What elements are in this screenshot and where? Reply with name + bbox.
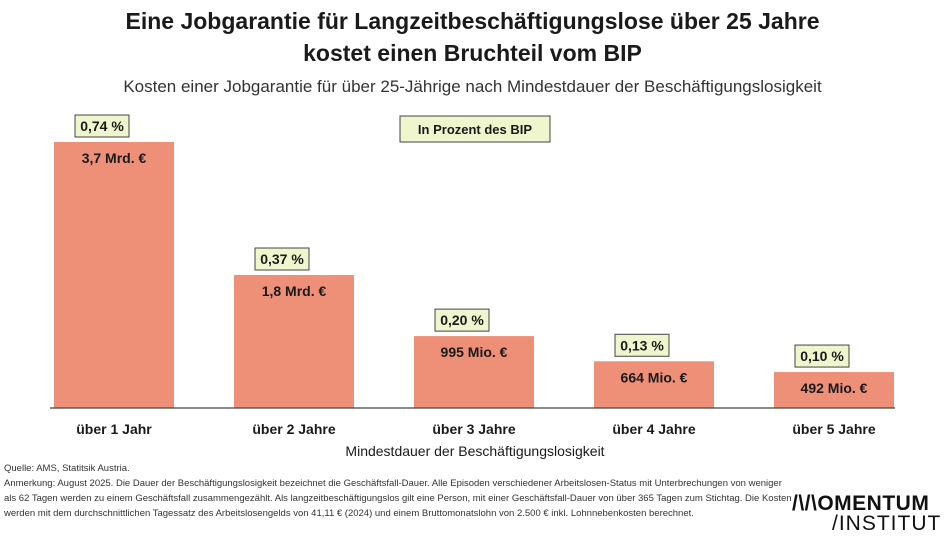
value-label: 0,74 % bbox=[80, 118, 124, 134]
bar bbox=[594, 361, 714, 408]
unit-badge-label: In Prozent des BIP bbox=[418, 122, 532, 137]
value-label-box bbox=[794, 344, 850, 368]
value-label-box bbox=[74, 114, 130, 138]
bar-cost-label: 995 Mio. € bbox=[441, 344, 508, 360]
bar bbox=[234, 275, 354, 408]
chart-title-line-1: Eine Jobgarantie für Langzeitbeschäftigu… bbox=[125, 8, 820, 34]
value-label-box bbox=[614, 333, 670, 357]
x-tick-label: über 4 Jahre bbox=[612, 421, 695, 437]
value-label: 0,10 % bbox=[800, 348, 844, 364]
chart-subtitle: Kosten einer Jobgarantie für über 25-Jäh… bbox=[123, 77, 822, 96]
bar-cost-label: 664 Mio. € bbox=[621, 369, 688, 385]
chart-title-line-2: kostet einen Bruchteil vom BIP bbox=[303, 40, 642, 66]
value-label-box bbox=[254, 247, 310, 271]
value-label: 0,13 % bbox=[620, 337, 664, 353]
unit-badge-box bbox=[399, 115, 551, 143]
logo-line-1: /\/\OMENTUM bbox=[792, 492, 930, 515]
bar bbox=[774, 372, 894, 408]
logo-line-2: /INSTITUT bbox=[832, 512, 942, 535]
bar bbox=[54, 142, 174, 408]
x-tick-label: über 2 Jahre bbox=[252, 421, 335, 437]
bar-cost-label: 3,7 Mrd. € bbox=[82, 150, 147, 166]
x-tick-label: über 3 Jahre bbox=[432, 421, 515, 437]
bar-cost-label: 492 Mio. € bbox=[801, 380, 868, 396]
momentum-institut-logo: /\/\OMENTUM /INSTITUT bbox=[792, 492, 942, 535]
bar-cost-label: 1,8 Mrd. € bbox=[262, 283, 327, 299]
methodology-note: Anmerkung: August 2025. Die Dauer der Be… bbox=[4, 478, 792, 519]
value-label: 0,20 % bbox=[440, 312, 484, 328]
x-tick-label: über 1 Jahr bbox=[76, 421, 152, 437]
bar-chart: In Prozent des BIP 3,7 Mrd. € 0,74 % über 1… bbox=[50, 114, 895, 459]
bar bbox=[414, 336, 534, 408]
x-axis-title: Mindestdauer der Beschäftigungslosigkeit bbox=[345, 443, 604, 459]
value-label-box bbox=[434, 308, 490, 332]
x-tick-label: über 5 Jahre bbox=[792, 421, 875, 437]
source-note: Quelle: AMS, Statitsik Austria. bbox=[4, 463, 130, 474]
value-label: 0,37 % bbox=[260, 251, 304, 267]
